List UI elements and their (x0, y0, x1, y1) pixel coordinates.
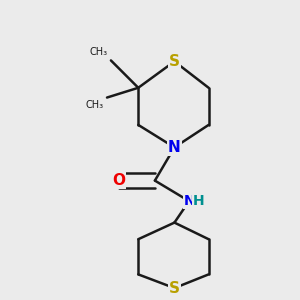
Text: S: S (169, 54, 180, 69)
Text: CH₃: CH₃ (90, 47, 108, 58)
Text: O: O (112, 173, 125, 188)
Text: CH₃: CH₃ (86, 100, 104, 110)
Text: H: H (193, 194, 205, 208)
Text: N: N (168, 140, 181, 155)
Text: S: S (169, 280, 180, 296)
Text: N: N (183, 194, 195, 208)
